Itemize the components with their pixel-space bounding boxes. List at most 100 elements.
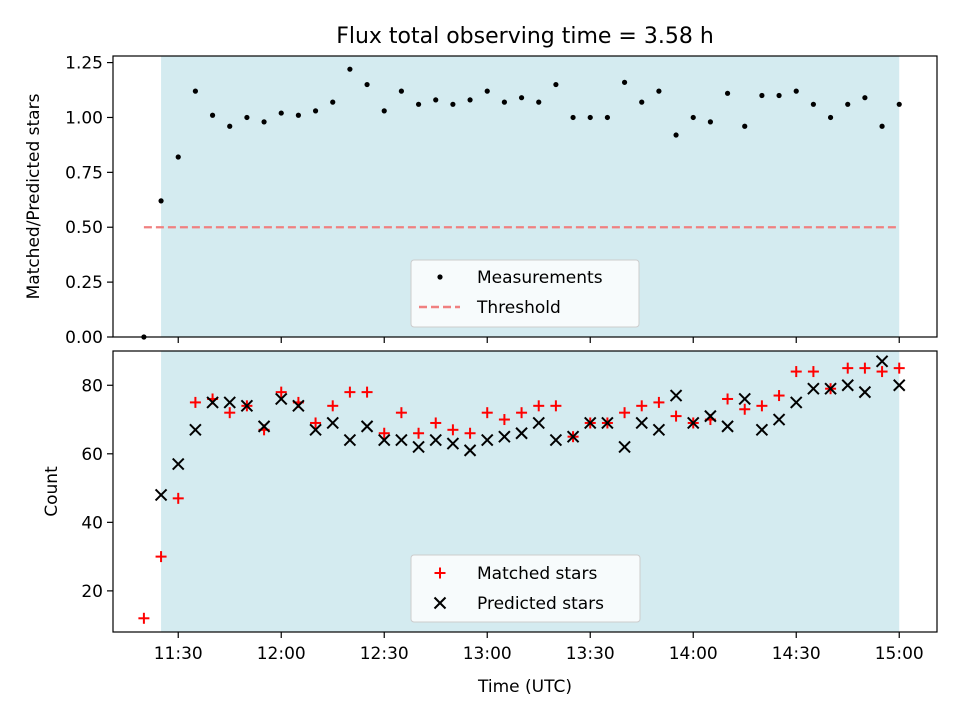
matched-star-point	[790, 366, 802, 378]
measurement-point	[621, 79, 628, 85]
measurement-point	[312, 108, 319, 114]
measurement-point	[776, 92, 782, 99]
matched-star-point	[361, 386, 373, 398]
predicted-star-point	[309, 423, 322, 437]
measurement-point	[553, 81, 559, 88]
predicted-star-point	[841, 379, 854, 392]
y-tick-label: 40	[81, 513, 103, 533]
top-x-ticks	[177, 337, 900, 343]
predicted-star-point	[772, 413, 786, 426]
measurement-point	[656, 88, 662, 94]
measurement-point	[536, 99, 542, 105]
legend-matched-plus	[434, 567, 446, 579]
predicted-star-point	[378, 433, 391, 447]
predicted-star-point	[154, 488, 168, 502]
matched-star-point	[893, 362, 905, 374]
measurement-point	[862, 95, 868, 101]
matched-star-point	[670, 410, 682, 422]
legend-matched-label: Matched stars	[477, 564, 597, 584]
measurement-point	[604, 114, 611, 121]
measurement-point	[209, 112, 216, 118]
measurement-point	[707, 119, 714, 125]
measurement-point	[879, 123, 885, 129]
matched-star-point	[636, 400, 648, 412]
matched-star-point	[275, 386, 287, 398]
measurement-point	[639, 99, 645, 105]
matched-star-point	[533, 400, 545, 412]
predicted-star-point	[601, 416, 614, 430]
predicted-star-point	[669, 389, 683, 402]
matched-star-point	[876, 366, 888, 378]
measurement-point	[467, 97, 473, 103]
bottom-legend-box	[410, 554, 641, 623]
matched-star-point	[498, 414, 510, 426]
x-tick-label: 14:30	[772, 644, 821, 664]
measurement-point	[244, 114, 250, 121]
measurement-point	[330, 99, 336, 105]
measurement-points	[141, 66, 902, 340]
measurement-point	[278, 110, 284, 116]
predicted-star-point	[326, 416, 339, 430]
measurement-point	[759, 92, 765, 99]
bottom-x-ticks: 11:30 12:00 12:30 13:00 13:30 14:00 14:30 15:00	[154, 632, 924, 664]
matched-star-point	[224, 407, 236, 419]
measurement-point	[484, 88, 490, 94]
legend-measurements-label: Measurements	[477, 268, 603, 288]
predicted-star-point	[292, 399, 305, 413]
predicted-star-point	[875, 355, 889, 368]
matched-star-point	[430, 417, 442, 429]
matched-star-point	[447, 424, 459, 436]
predicted-star-point	[412, 440, 425, 454]
predicted-star-point	[738, 392, 751, 406]
predicted-star-point	[858, 385, 872, 399]
measurement-point	[501, 99, 507, 105]
predicted-star-point	[446, 437, 460, 450]
matched-star-point	[189, 396, 201, 408]
y-tick-label: 1.25	[65, 54, 103, 74]
predicted-star-point	[549, 433, 563, 447]
measurement-point	[742, 123, 748, 129]
measurement-point	[724, 90, 731, 96]
predicted-star-point	[206, 396, 219, 409]
predicted-star-point	[240, 399, 254, 413]
bottom-y-ticks: 20 40 60 80	[81, 376, 113, 602]
predicted-star-point	[463, 444, 477, 457]
top-legend: Measurements Threshold	[410, 259, 640, 328]
matched-star-point	[859, 362, 871, 374]
measurement-point	[827, 114, 834, 121]
legend-threshold-label: Threshold	[476, 298, 561, 318]
matched-star-point	[842, 362, 854, 374]
matched-star-point	[722, 393, 734, 405]
y-tick-label: 0.00	[65, 328, 103, 348]
measurement-point	[673, 132, 679, 138]
y-tick-label: 60	[81, 445, 103, 465]
predicted-star-point	[824, 382, 837, 395]
y-tick-label: 0.50	[65, 218, 103, 238]
predicted-star-point	[360, 420, 374, 433]
measurement-point	[175, 154, 181, 160]
matched-star-point	[807, 366, 819, 378]
measurement-point	[810, 101, 817, 107]
predicted-star-point	[807, 382, 820, 395]
predicted-star-point	[635, 416, 648, 430]
predicted-star-point	[275, 392, 288, 406]
measurement-point	[261, 119, 267, 125]
measurement-point	[587, 114, 593, 121]
predicted-star-point	[704, 409, 717, 423]
predicted-star-point	[652, 423, 666, 437]
predicted-star-point	[343, 433, 357, 447]
matched-star-point	[516, 407, 528, 419]
predicted-star-point	[498, 430, 511, 443]
matched-star-point	[378, 427, 390, 439]
matched-star-point	[413, 427, 425, 439]
legend-predicted-marker	[433, 596, 447, 610]
legend-measurements-marker	[437, 274, 443, 280]
predicted-star-point	[429, 433, 442, 447]
matched-star-point	[327, 400, 339, 412]
y-tick-label: 20	[81, 582, 103, 602]
matched-star-point	[481, 407, 493, 419]
measurement-point	[347, 66, 353, 72]
top-axes-frame	[112, 55, 938, 338]
predicted-star-point	[172, 457, 185, 471]
